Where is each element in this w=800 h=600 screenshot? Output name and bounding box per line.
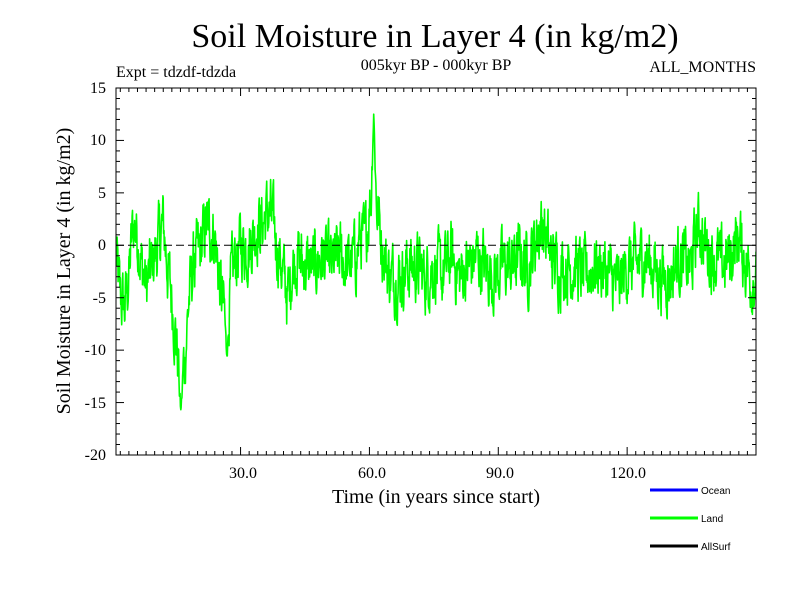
legend-item-ocean: Ocean <box>650 486 730 497</box>
x-axis-label: Time (in years since start) <box>332 486 540 508</box>
x-tick-label: 30.0 <box>229 465 257 482</box>
plot-area <box>115 87 757 456</box>
plot-frame <box>115 87 757 456</box>
y-tick-label: -10 <box>85 342 106 359</box>
x-tick-labels: 30.0 60.0 90.0 120.0 <box>229 465 646 482</box>
x-tick-label: 90.0 <box>486 465 514 482</box>
legend-item-land: Land <box>650 514 723 525</box>
months-label: ALL_MONTHS <box>649 59 756 76</box>
y-axis-label: Soil Moisture in Layer 4 (in kg/m2) <box>53 128 75 415</box>
y-tick-labels: 15 10 5 0 -5 -10 -15 -20 <box>85 80 106 464</box>
experiment-label: Expt = tdzdf-tdzda <box>116 64 236 81</box>
y-tick-label: -5 <box>93 290 106 307</box>
chart-title: Soil Moisture in Layer 4 (in kg/m2) <box>191 18 678 55</box>
legend-item-allsurf: AllSurf <box>650 542 731 553</box>
x-tick-label: 60.0 <box>358 465 386 482</box>
y-tick-label: -15 <box>85 395 106 412</box>
y-tick-label: 10 <box>90 132 106 149</box>
legend: Ocean Land AllSurf <box>650 486 731 553</box>
axis-ticks <box>116 87 757 456</box>
series-line-land <box>116 113 756 411</box>
chart-subtitle: 005kyr BP - 000kyr BP <box>361 57 512 74</box>
y-tick-label: 5 <box>98 185 106 202</box>
y-tick-label: 0 <box>98 237 106 254</box>
y-tick-label: -20 <box>85 447 106 464</box>
legend-label: Ocean <box>701 486 730 497</box>
legend-label: AllSurf <box>701 542 731 553</box>
y-tick-label: 15 <box>90 80 106 97</box>
legend-label: Land <box>701 514 723 525</box>
x-tick-label: 120.0 <box>610 465 646 482</box>
